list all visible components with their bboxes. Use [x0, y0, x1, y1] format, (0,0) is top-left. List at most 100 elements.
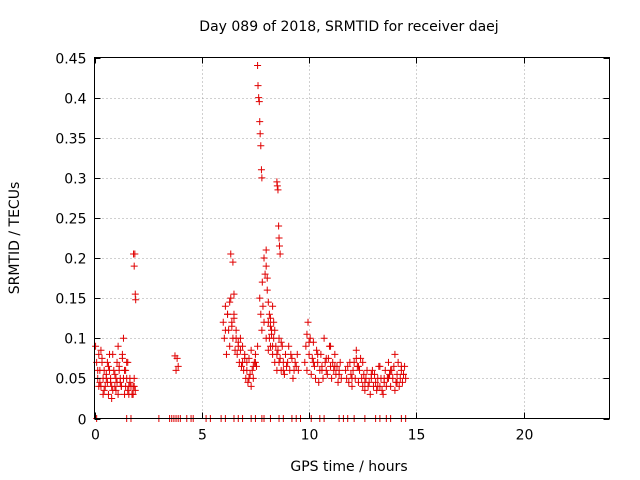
- data-point: [309, 358, 317, 366]
- data-point: [302, 342, 310, 350]
- data-point: [232, 326, 240, 334]
- data-point: [255, 94, 263, 102]
- data-point: [273, 350, 281, 358]
- data-point: [251, 358, 259, 366]
- data-point: [313, 346, 321, 354]
- data-point: [354, 378, 362, 386]
- data-point: [262, 334, 270, 342]
- data-point: [254, 82, 262, 90]
- data-point: [274, 186, 282, 194]
- data-point: [349, 366, 357, 374]
- data-point: [221, 302, 229, 310]
- data-point: [254, 62, 262, 70]
- data-point: [387, 366, 395, 374]
- grid: [94, 57, 610, 419]
- data-point: [266, 314, 274, 322]
- data-point: [239, 358, 247, 366]
- y-tick-label: 0.45: [55, 52, 86, 68]
- data-point: [393, 378, 401, 386]
- data-point: [104, 362, 112, 370]
- data-point: [115, 362, 123, 370]
- data-point: [131, 386, 139, 394]
- data-point: [393, 370, 401, 378]
- data-point: [361, 386, 369, 394]
- data-point: [96, 378, 104, 386]
- x-tick-label: 10: [301, 428, 319, 444]
- y-tick-label: 0.15: [55, 292, 86, 308]
- data-point: [307, 370, 315, 378]
- data-point: [258, 174, 266, 182]
- x-tick-label: 5: [198, 428, 207, 444]
- data-point: [273, 182, 281, 190]
- data-point: [275, 334, 283, 342]
- data-point: [315, 378, 323, 386]
- data-point: [260, 254, 268, 262]
- data-point: [228, 322, 236, 330]
- data-point: [366, 390, 374, 398]
- data-point: [257, 142, 265, 150]
- data-point: [285, 342, 293, 350]
- data-point: [312, 374, 320, 382]
- data-point: [265, 310, 273, 318]
- data-point: [117, 382, 125, 390]
- data-point: [121, 390, 129, 398]
- data-point: [241, 354, 249, 362]
- data-point: [256, 294, 264, 302]
- data-point: [254, 342, 262, 350]
- data-point: [303, 330, 311, 338]
- data-point: [276, 250, 284, 258]
- data-point: [130, 374, 138, 382]
- data-point: [246, 370, 254, 378]
- data-point: [260, 318, 268, 326]
- data-point: [354, 362, 362, 370]
- data-point: [111, 382, 119, 390]
- data-point: [173, 354, 181, 362]
- data-point: [256, 118, 264, 126]
- data-point: [394, 358, 402, 366]
- data-point: [280, 370, 288, 378]
- data-point: [266, 322, 274, 330]
- data-point: [378, 386, 386, 394]
- data-point: [305, 350, 313, 358]
- data-point: [257, 166, 265, 174]
- data-point: [174, 362, 182, 370]
- data-point: [386, 370, 394, 378]
- data-point: [222, 350, 230, 358]
- data-point: [329, 358, 337, 366]
- data-point: [255, 98, 263, 106]
- data-point: [304, 318, 312, 326]
- data-point: [359, 358, 367, 366]
- data-point: [268, 330, 276, 338]
- data-point: [113, 358, 121, 366]
- data-point: [270, 318, 278, 326]
- data-point: [264, 346, 272, 354]
- data-point: [131, 250, 139, 258]
- data-point: [391, 386, 399, 394]
- data-point: [291, 358, 299, 366]
- data-point: [221, 326, 229, 334]
- data-point: [234, 342, 242, 350]
- data-point: [256, 130, 264, 138]
- data-point: [226, 298, 234, 306]
- data-point: [322, 354, 330, 362]
- data-point: [227, 250, 235, 258]
- data-point: [264, 298, 272, 306]
- y-tick-label: 0.1: [64, 332, 86, 348]
- x-tick-label: 20: [516, 428, 534, 444]
- data-point: [334, 378, 342, 386]
- data-point: [342, 366, 350, 374]
- data-point: [236, 346, 244, 354]
- data-point: [397, 362, 405, 370]
- data-point: [232, 334, 240, 342]
- data-point: [318, 366, 326, 374]
- data-point: [284, 358, 292, 366]
- data-point: [258, 326, 266, 334]
- data-point: [247, 382, 255, 390]
- data-point: [99, 390, 107, 398]
- data-point: [95, 382, 103, 390]
- data-point: [287, 350, 295, 358]
- data-point: [227, 294, 235, 302]
- data-point: [258, 278, 266, 286]
- x-axis-label: GPS time / hours: [290, 459, 407, 475]
